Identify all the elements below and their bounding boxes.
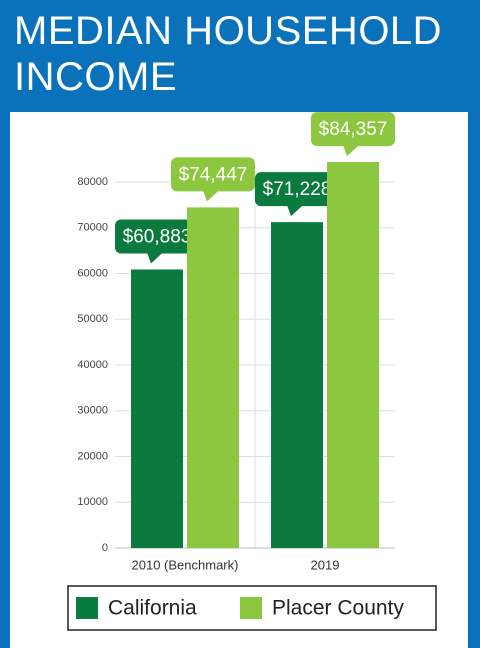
x-tick-label: 2010 (Benchmark) [132,557,239,572]
value-label-bubble [171,157,255,192]
bar [187,207,239,548]
legend-swatch [76,597,98,619]
y-tick-label: 30000 [77,405,108,417]
y-tick-label: 10000 [77,496,108,508]
y-tick-label: 20000 [77,450,108,462]
y-tick-label: 0 [102,542,108,554]
bar [327,162,379,549]
y-tick-label: 80000 [77,176,108,188]
value-label-pointer [147,252,163,264]
value-label-bubble [311,112,395,147]
legend-label: California [108,597,197,620]
value-label-bubble [115,219,199,254]
value-label-bubble [255,172,339,207]
bar [131,269,183,548]
value-label-pointer [203,190,219,202]
y-tick-label: 40000 [77,359,108,371]
value-label: $71,228 [263,179,332,200]
chart-title: MEDIAN HOUSEHOLD INCOME [14,9,443,99]
legend-label: Placer County [272,597,404,620]
value-label: $60,883 [123,226,192,247]
value-label: $84,357 [319,119,388,140]
x-tick-label: 2019 [311,557,340,572]
y-tick-label: 70000 [77,222,108,234]
value-label: $74,447 [179,164,248,185]
bar [271,222,323,548]
legend-swatch [240,597,262,619]
y-tick-label: 50000 [77,313,108,325]
value-label-pointer [343,145,359,157]
legend-box [67,585,437,631]
y-tick-label: 60000 [77,267,108,279]
value-label-pointer [287,205,303,217]
